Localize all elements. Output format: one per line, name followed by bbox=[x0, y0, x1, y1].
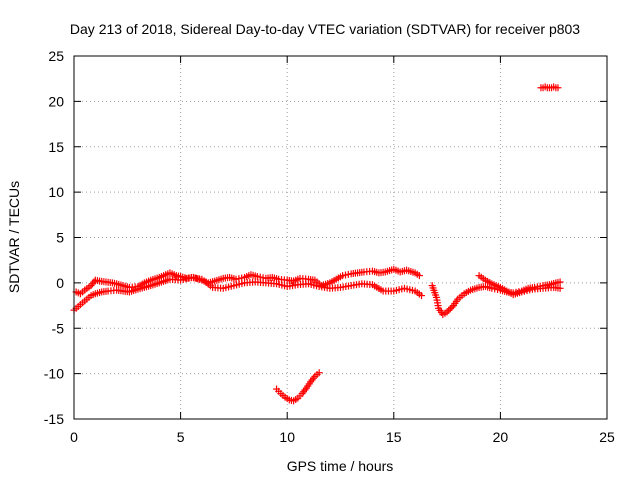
data-point bbox=[418, 292, 426, 300]
data-point bbox=[554, 84, 562, 92]
x-tick-label: 20 bbox=[493, 429, 509, 445]
plot-frame bbox=[73, 55, 608, 420]
grid bbox=[74, 56, 607, 419]
data-point bbox=[556, 284, 564, 292]
chart-title: Day 213 of 2018, Sidereal Day-to-day VTE… bbox=[70, 21, 580, 37]
y-tick-label: 15 bbox=[48, 139, 64, 155]
x-tick-label: 10 bbox=[279, 429, 295, 445]
data-point bbox=[448, 303, 456, 311]
data-point bbox=[415, 272, 423, 280]
axis-ticks bbox=[73, 55, 608, 420]
data-point bbox=[556, 278, 564, 286]
y-tick-label: 10 bbox=[48, 184, 64, 200]
y-tick-label: 0 bbox=[56, 275, 64, 291]
data-point bbox=[315, 369, 323, 377]
x-tick-label: 15 bbox=[386, 429, 402, 445]
data-point bbox=[443, 308, 451, 316]
y-axis-label: SDTVAR / TECUs bbox=[6, 181, 22, 293]
y-tick-label: 25 bbox=[48, 48, 64, 64]
x-tick-label: 0 bbox=[70, 429, 78, 445]
y-tick-label: 20 bbox=[48, 93, 64, 109]
x-tick-label: 5 bbox=[177, 429, 185, 445]
data-point bbox=[446, 305, 454, 313]
tick-labels: 0 5 10 15 20 25 -15 -10 -5 0 5 10 15 20 25 bbox=[44, 48, 615, 445]
data-point bbox=[445, 306, 453, 314]
y-tick-label: 5 bbox=[56, 230, 64, 246]
y-tick-label: -15 bbox=[44, 411, 64, 427]
data-points bbox=[70, 83, 564, 405]
y-tick-label: -10 bbox=[44, 366, 64, 382]
y-tick-label: -5 bbox=[52, 320, 65, 336]
x-axis-label: GPS time / hours bbox=[287, 458, 394, 474]
x-tick-label: 25 bbox=[599, 429, 615, 445]
